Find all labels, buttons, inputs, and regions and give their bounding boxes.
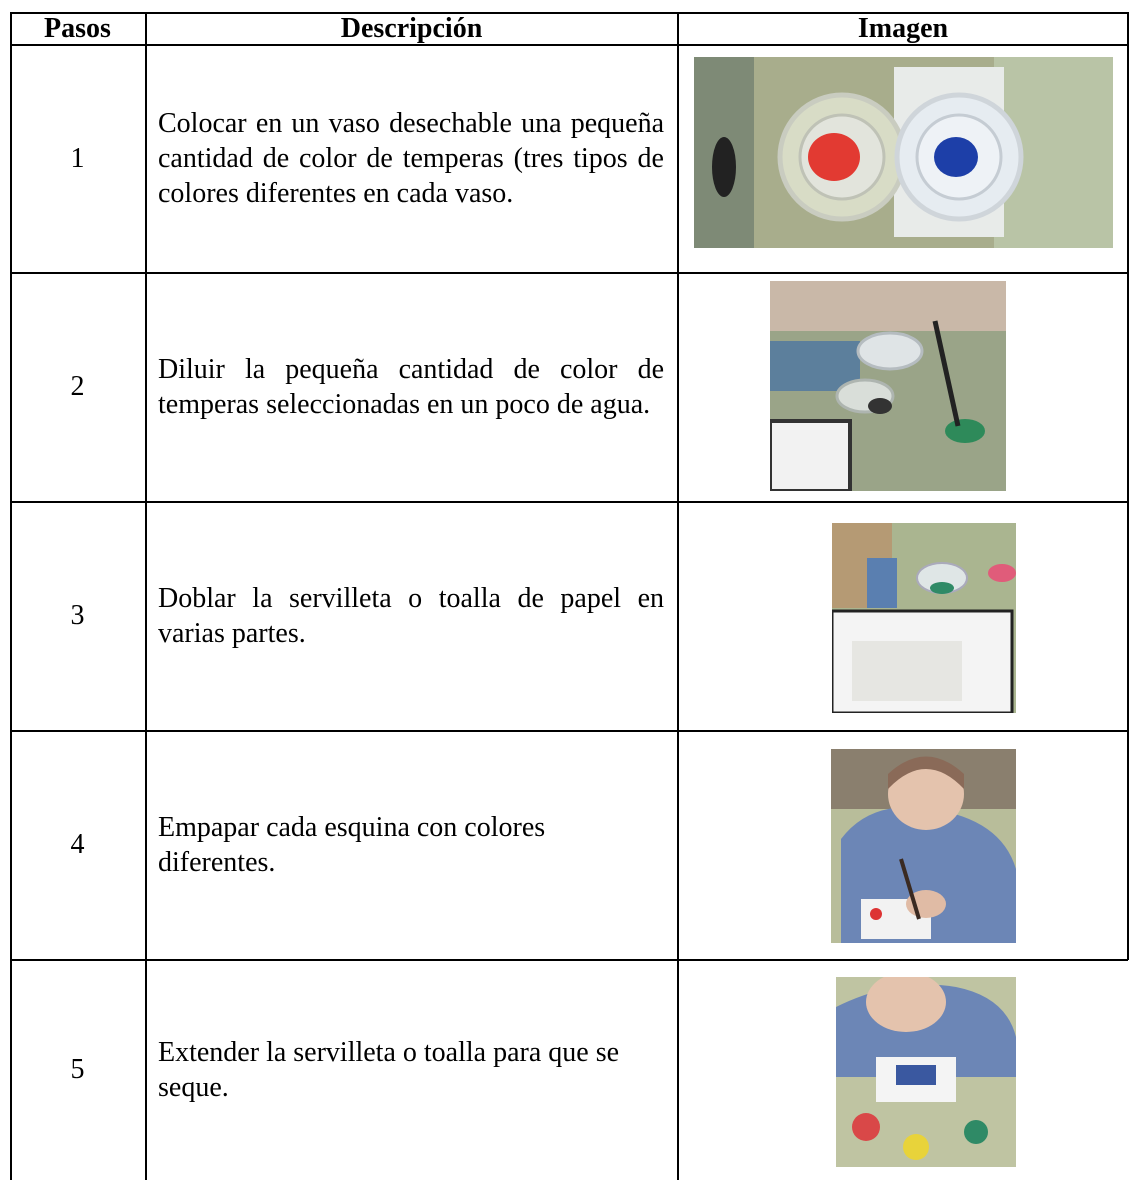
- step-cell: Colocar en un vaso desechable una pequeñ…: [158, 45, 664, 272]
- step-number: 5: [70, 1054, 85, 1085]
- step-cell: Diluir la pequeña cantidad de color de t…: [158, 273, 664, 501]
- step-description: Colocar en un vaso desechable una pequeñ…: [158, 108, 664, 209]
- border: [10, 44, 1128, 46]
- photo: [836, 977, 1016, 1167]
- step-number: 3: [70, 600, 85, 631]
- photo: [831, 749, 1016, 943]
- step-number: 2: [70, 371, 85, 402]
- border: [10, 501, 1128, 503]
- header-cell: Descripción: [340, 12, 483, 44]
- photo: [770, 281, 1006, 491]
- photo: [832, 523, 1016, 713]
- border: [10, 272, 1128, 274]
- border: [145, 12, 147, 1180]
- step-description: Extender la servilleta o toalla para que…: [158, 1037, 620, 1103]
- header-cell: Pasos: [44, 12, 111, 44]
- border: [10, 12, 1128, 14]
- step-cell: Empapar cada esquina con colores diferen…: [158, 731, 664, 959]
- border: [10, 12, 12, 1180]
- step-cell: Doblar la servilleta o toalla de papel e…: [158, 502, 664, 730]
- step-description: Diluir la pequeña cantidad de color de t…: [158, 354, 664, 420]
- border: [677, 12, 679, 1180]
- step-number: 1: [70, 142, 85, 174]
- border: [1127, 12, 1129, 960]
- header-cell: Imagen: [857, 12, 949, 44]
- border: [10, 959, 1128, 961]
- step-description: Doblar la servilleta o toalla de papel e…: [158, 583, 664, 649]
- step-description: Empapar cada esquina con colores diferen…: [158, 812, 546, 878]
- border: [10, 730, 1128, 732]
- step-cell: Extender la servilleta o toalla para que…: [158, 960, 664, 1180]
- step-number: 4: [70, 829, 85, 860]
- photo: [694, 57, 1113, 248]
